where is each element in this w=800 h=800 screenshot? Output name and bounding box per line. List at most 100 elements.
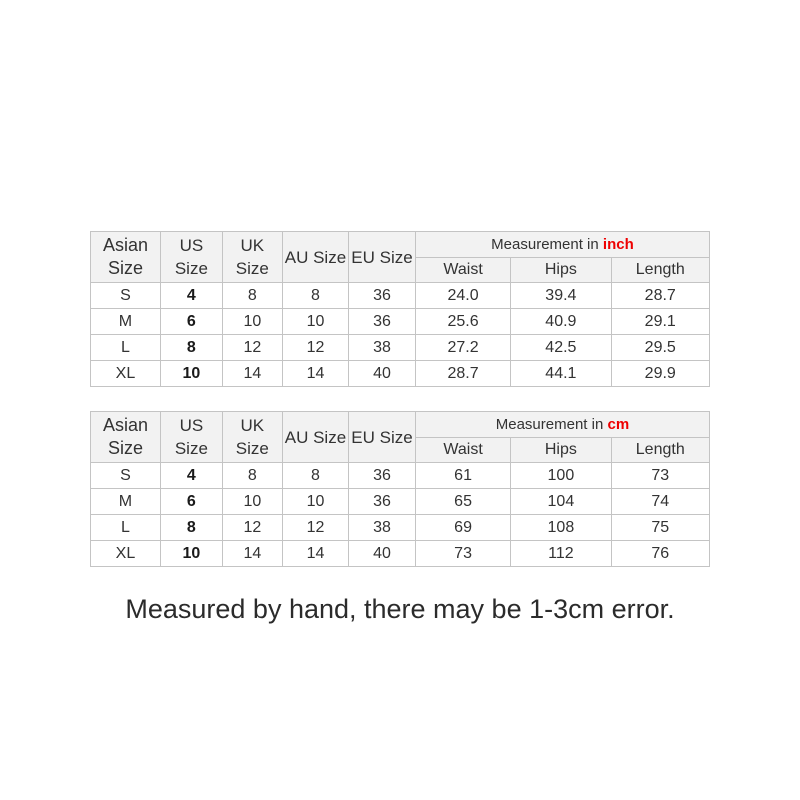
table-cell: 29.5	[610, 334, 710, 361]
table-cell: 8	[159, 514, 223, 541]
sub-header-row: Waist Hips Length	[91, 256, 710, 283]
header-row: Asian Size US Size UK Size AU Size EU Si…	[90, 411, 711, 463]
table-cell: 14	[281, 360, 350, 387]
table-cell: 76	[610, 540, 710, 567]
table-cell: 104	[510, 488, 612, 515]
table-cell: 10	[281, 308, 350, 335]
header-row: Asian Size US Size UK Size AU Size EU Si…	[90, 231, 711, 283]
table-cell: 73	[414, 540, 512, 567]
col-header-length: Length	[610, 256, 710, 283]
table-cell: 36	[348, 282, 416, 309]
table-cell: 73	[610, 462, 710, 489]
table-cell: 14	[221, 540, 283, 567]
table-cell: 36	[348, 308, 416, 335]
table-cell: 10	[281, 488, 350, 515]
table-cell: 40	[348, 540, 416, 567]
table-cell: 8	[221, 282, 283, 309]
table-cell: 36	[348, 462, 416, 489]
table-cell: 10	[221, 308, 283, 335]
table-cell: 8	[159, 334, 223, 361]
table-cell: 4	[159, 282, 223, 309]
measurement-header: Measurement in cm	[414, 411, 711, 438]
table-cell: 10	[221, 488, 283, 515]
table-cell: 12	[221, 334, 283, 361]
table-cell: 25.6	[414, 308, 512, 335]
table-cell: 12	[221, 514, 283, 541]
table-cell: 100	[510, 462, 612, 489]
table-row-m: M 6 10 10 36 65 104 74	[90, 488, 710, 515]
measurement-unit-inch: inch	[602, 235, 634, 253]
size-chart-content: Asian Size US Size UK Size AU Size EU Si…	[90, 0, 711, 625]
sub-header-row: Waist Hips Length	[91, 436, 710, 463]
measurement-note: Measured by hand, there may be 1-3cm err…	[125, 594, 675, 624]
col-header-eu-size: EU Size	[348, 411, 416, 463]
table-cell: 75	[610, 514, 710, 541]
col-header-eu-size: EU Size	[348, 231, 416, 283]
measurement-unit-cm: cm	[607, 415, 630, 433]
table-cell: 27.2	[414, 334, 512, 361]
measurement-header: Measurement in inch	[414, 231, 711, 258]
table-row-s: S 4 8 8 36 61 100 73	[90, 462, 710, 489]
measurement-label: Measurement in	[495, 415, 604, 433]
col-header-hips: Hips	[510, 256, 612, 283]
table-cell: 40	[348, 360, 416, 387]
table-row-xl: XL 10 14 14 40 28.7 44.1 29.9	[90, 360, 710, 387]
col-header-length: Length	[610, 436, 710, 463]
table-cell: M	[90, 308, 161, 335]
table-cell: 10	[159, 540, 223, 567]
table-cell: XL	[90, 540, 161, 567]
col-header-us-size: US Size	[159, 411, 223, 463]
table-cell: 29.9	[610, 360, 710, 387]
col-header-hips: Hips	[510, 436, 612, 463]
col-header-uk-size: UK Size	[221, 411, 283, 463]
col-header-us-size: US Size	[159, 231, 223, 283]
table-cell: 44.1	[510, 360, 612, 387]
table-cell: 61	[414, 462, 512, 489]
table-cell: 14	[281, 540, 350, 567]
table-cell: 12	[281, 334, 350, 361]
col-header-asian-size: Asian Size	[90, 411, 161, 463]
measurement-label: Measurement in	[491, 235, 599, 253]
table-cell: XL	[90, 360, 161, 387]
table-cell: 36	[348, 488, 416, 515]
table-row-m: M 6 10 10 36 25.6 40.9 29.1	[90, 308, 710, 335]
table-cell: L	[90, 514, 161, 541]
table-cell: 4	[159, 462, 223, 489]
table-cell: 12	[281, 514, 350, 541]
table-cell: 108	[510, 514, 612, 541]
table-cell: 24.0	[414, 282, 512, 309]
table-cell: 40.9	[510, 308, 612, 335]
table-cell: 112	[510, 540, 612, 567]
table-cell: S	[90, 462, 161, 489]
size-table-cm: Asian Size US Size UK Size AU Size EU Si…	[90, 411, 711, 567]
col-header-waist: Waist	[414, 436, 512, 463]
col-header-au-size: AU Size	[281, 411, 350, 463]
table-row-l: L 8 12 12 38 69 108 75	[90, 514, 710, 541]
table-cell: 8	[221, 462, 283, 489]
table-cell: 65	[414, 488, 512, 515]
table-cell: 42.5	[510, 334, 612, 361]
table-cell: 6	[159, 488, 223, 515]
table-cell: S	[90, 282, 161, 309]
table-cell: 28.7	[414, 360, 512, 387]
col-header-uk-size: UK Size	[221, 231, 283, 283]
table-cell: 69	[414, 514, 512, 541]
table-row-l: L 8 12 12 38 27.2 42.5 29.5	[90, 334, 710, 361]
table-cell: 38	[348, 334, 416, 361]
table-cell: 10	[159, 360, 223, 387]
table-cell: 8	[281, 282, 350, 309]
table-cell: 74	[610, 488, 710, 515]
table-cell: L	[90, 334, 161, 361]
col-header-asian-size: Asian Size	[90, 231, 161, 283]
size-table-inch: Asian Size US Size UK Size AU Size EU Si…	[90, 231, 711, 387]
col-header-waist: Waist	[414, 256, 512, 283]
table-cell: 38	[348, 514, 416, 541]
table-row-xl: XL 10 14 14 40 73 112 76	[90, 540, 710, 567]
table-cell: 28.7	[610, 282, 710, 309]
table-cell: 6	[159, 308, 223, 335]
table-row-s: S 4 8 8 36 24.0 39.4 28.7	[90, 282, 710, 309]
table-cell: M	[90, 488, 161, 515]
table-cell: 39.4	[510, 282, 612, 309]
table-cell: 14	[221, 360, 283, 387]
